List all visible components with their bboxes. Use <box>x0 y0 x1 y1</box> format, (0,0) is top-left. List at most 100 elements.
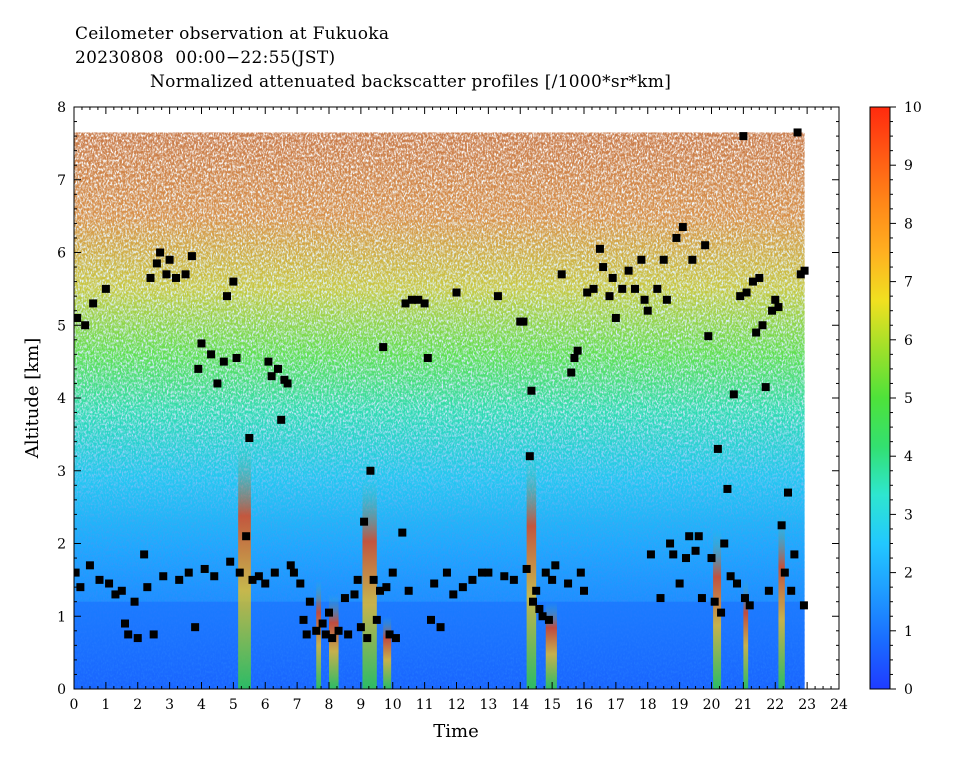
cloud-base-marker <box>340 594 349 603</box>
x-tick-label: 4 <box>197 697 206 713</box>
cloud-base-marker <box>388 568 397 577</box>
cloud-base-marker <box>146 273 155 282</box>
cloud-base-marker <box>305 597 314 606</box>
cloud-base-marker <box>423 353 432 362</box>
x-tick-label: 18 <box>639 697 657 713</box>
y-axis: 0 1 2 3 4 5 6 7 8 <box>57 100 839 698</box>
cloud-base-marker <box>790 550 799 559</box>
cloud-base-marker <box>710 597 719 606</box>
cloud-base-marker <box>653 284 662 293</box>
aerosol-plume <box>778 514 785 689</box>
cloud-base-marker <box>557 270 566 279</box>
x-tick-label: 22 <box>766 697 784 713</box>
cloud-base-marker <box>111 590 120 599</box>
cloud-base-marker <box>200 564 209 573</box>
cloud-base-marker <box>360 517 369 526</box>
cloud-base-marker <box>646 550 655 559</box>
cloud-base-marker <box>761 383 770 392</box>
cloud-base-marker <box>784 488 792 497</box>
cloud-base-marker <box>363 634 372 643</box>
y-tick-label: 3 <box>57 464 66 480</box>
cloud-base-marker <box>165 255 174 264</box>
colorbar-tick-label: 0 <box>904 682 913 698</box>
cloud-base-marker <box>726 572 735 581</box>
cloud-base-marker <box>544 615 553 624</box>
cloud-base-marker <box>764 586 773 595</box>
cloud-base-marker <box>682 554 690 563</box>
cloud-base-marker <box>529 597 537 606</box>
cloud-base-marker <box>688 255 697 264</box>
cloud-base-marker <box>758 321 767 330</box>
x-tick-label: 16 <box>575 697 593 713</box>
aerosol-plume <box>526 456 537 689</box>
cloud-base-marker <box>235 568 244 577</box>
cloud-base-marker <box>191 623 200 632</box>
chart-title-quantity: Normalized attenuated backscatter profil… <box>150 72 672 92</box>
y-tick-label: 5 <box>57 318 66 334</box>
cloud-base-marker <box>541 568 550 577</box>
cloud-base-marker <box>85 561 94 570</box>
cloud-base-marker <box>729 390 738 399</box>
aerosol-plume <box>238 441 251 689</box>
cloud-base-marker <box>152 259 161 268</box>
plot-area <box>74 107 839 689</box>
cloud-base-marker <box>197 339 206 348</box>
cloud-base-marker <box>787 586 796 595</box>
cloud-base-marker <box>391 634 400 643</box>
cloud-base-marker <box>181 270 190 279</box>
cloud-base-marker <box>643 306 652 315</box>
aerosol-plume <box>545 601 557 689</box>
cloud-base-marker <box>385 630 394 639</box>
cloud-base-marker <box>704 332 713 341</box>
cloud-base-marker <box>226 557 235 566</box>
cloud-base-marker <box>369 575 378 584</box>
x-tick-label: 24 <box>830 697 848 713</box>
cloud-base-marker <box>707 554 716 563</box>
cloud-base-marker <box>748 277 757 286</box>
x-tick-label: 7 <box>293 697 302 713</box>
colorbar-axis: 0 1 2 3 4 5 6 7 8 9 10 <box>890 100 922 698</box>
cloud-base-marker <box>701 241 710 250</box>
cloud-base-marker <box>723 484 732 493</box>
cloud-base-marker <box>229 277 238 286</box>
y-tick-label: 1 <box>57 609 66 625</box>
cloud-base-marker <box>175 575 184 584</box>
cloud-base-marker <box>289 568 298 577</box>
cloud-base-marker <box>140 550 149 559</box>
chart-title-station: Ceilometer observation at Fukuoka <box>75 24 390 44</box>
cloud-base-marker <box>430 579 439 588</box>
cloud-base-marker <box>691 546 700 555</box>
cloud-base-marker <box>296 579 305 588</box>
cloud-base-marker <box>328 634 337 643</box>
x-tick-label: 12 <box>448 697 466 713</box>
x-tick-label: 15 <box>543 697 561 713</box>
cloud-base-marker <box>768 306 777 315</box>
cloud-base-marker <box>261 579 270 588</box>
colorbar <box>869 106 891 690</box>
cloud-base-marker <box>133 634 142 643</box>
cloud-base-marker <box>312 626 321 635</box>
cloud-base-marker <box>420 299 429 308</box>
cloud-base-marker <box>780 568 789 577</box>
cloud-base-marker <box>452 288 461 297</box>
cloud-base-marker <box>525 452 534 461</box>
cloud-base-marker <box>372 615 381 624</box>
cloud-base-marker <box>219 357 228 366</box>
x-tick-label: 20 <box>703 697 721 713</box>
cloud-base-marker <box>631 284 639 293</box>
cloud-base-marker <box>159 572 168 581</box>
cloud-base-marker <box>379 343 388 352</box>
aerosol-plume <box>383 616 392 689</box>
cloud-base-marker <box>694 532 703 541</box>
cloud-base-marker <box>172 273 180 282</box>
cloud-base-marker <box>669 550 678 559</box>
cloud-base-marker <box>101 284 110 293</box>
cloud-base-marker <box>799 601 808 610</box>
colorbar-tick-label: 10 <box>904 100 922 116</box>
cloud-base-marker <box>356 623 365 632</box>
cloud-base-marker <box>427 615 435 624</box>
cloud-base-marker <box>595 244 604 253</box>
cloud-base-marker <box>267 372 276 381</box>
cloud-base-marker <box>774 303 783 312</box>
